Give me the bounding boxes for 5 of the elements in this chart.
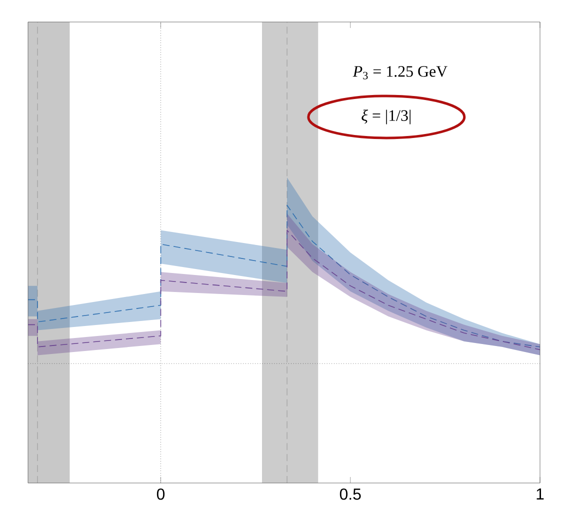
text: P$_{3}$ = 1.25 GeV <box>352 66 448 80</box>
x-tick-label: 0.5 <box>340 488 361 500</box>
x-tick-label: 1 <box>536 488 544 500</box>
x-tick-label: 0 <box>156 488 165 500</box>
text: ξ = |1/3| <box>362 110 410 124</box>
